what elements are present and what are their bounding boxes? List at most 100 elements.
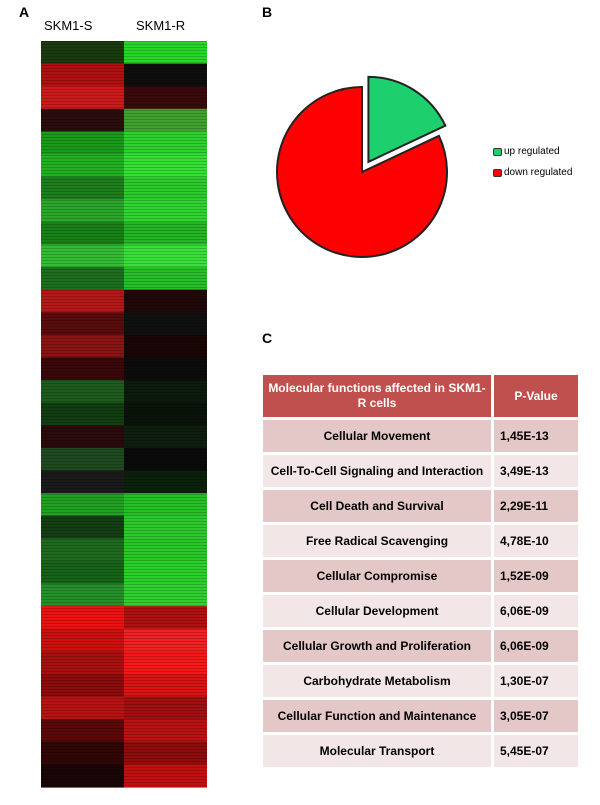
heatmap-texture-line [41,671,207,672]
heatmap-texture-line [41,164,207,165]
heatmap-texture-line [41,782,207,783]
heatmap-texture-line [41,536,207,537]
heatmap-cell [124,267,207,291]
heatmap-texture-line [41,302,207,303]
heatmap-texture-line [41,305,207,306]
heatmap-texture-line [41,653,207,654]
table-row: Cellular Growth and Proliferation 6,06E-0… [263,630,578,662]
heatmap-texture-line [41,257,207,258]
heatmap-texture-line [41,572,207,573]
heatmap-texture-line [41,431,207,432]
heatmap-cell [124,176,207,200]
pvalue-cell: 3,05E-07 [491,700,578,732]
heatmap-cell [124,221,207,246]
heatmap-texture-line [41,599,207,600]
heatmap-texture-line [41,476,207,477]
heatmap-texture-line [41,329,207,330]
heatmap-cell [41,538,124,562]
heatmap-column-label-r: SKM1-R [136,18,186,33]
heatmap-texture-line [41,53,207,54]
heatmap-texture-line [41,437,207,438]
heatmap-texture-line [41,185,207,186]
heatmap-cell [124,719,207,743]
heatmap-texture-line [41,725,207,726]
heatmap-texture-line [41,293,207,294]
heatmap-texture-line [41,140,207,141]
heatmap-cell [41,41,124,65]
heatmap-texture-line [41,359,207,360]
pvalue-cell: 1,52E-09 [491,560,578,592]
heatmap-cell [124,357,207,381]
heatmap-texture-line [41,551,207,552]
heatmap-texture-line [41,785,207,786]
heatmap-texture-line [41,212,207,213]
heatmap-texture-line [41,317,207,318]
heatmap-texture-line [41,278,207,279]
heatmap-texture-line [41,200,207,201]
heatmap-texture-line [41,620,207,621]
heatmap-texture-line [41,467,207,468]
heatmap-texture-line [41,224,207,225]
panel-b-letter: B [262,4,273,20]
heatmap-texture-line [41,218,207,219]
heatmap-column-label-s: SKM1-S [44,18,93,33]
heatmap-texture-line [41,68,207,69]
pie-slice-up-regulated [367,75,447,164]
heatmap-texture-line [41,635,207,636]
heatmap-texture-line [41,500,207,501]
legend-swatch-up [493,147,502,156]
heatmap-cell [124,628,207,652]
heatmap-texture-line [41,107,207,108]
heatmap-cell [124,493,207,517]
heatmap-texture-line [41,590,207,591]
heatmap-texture-line [41,773,207,774]
heatmap-texture-line [41,350,207,351]
heatmap-cell [41,628,124,652]
heatmap-texture-line [41,161,207,162]
heatmap-texture-line [41,593,207,594]
pvalue-cell: 3,49E-13 [491,455,578,487]
heatmap-texture-line [41,170,207,171]
heatmap-texture-line [41,623,207,624]
heatmap-texture-line [41,710,207,711]
heatmap-cell [41,154,124,178]
heatmap-texture-line [41,614,207,615]
pvalue-cell: 2,29E-11 [491,490,578,522]
legend-item-up: up regulated [493,146,560,157]
table-row: Molecular Transport 5,45E-07 [263,735,578,767]
heatmap-texture-line [41,422,207,423]
pvalue-cell: 6,06E-09 [491,595,578,627]
heatmap-texture-line [41,446,207,447]
heatmap-texture-line [41,524,207,525]
table-row: Cellular Compromise 1,52E-09 [263,560,578,592]
heatmap-texture-line [41,578,207,579]
heatmap-texture-line [41,167,207,168]
pvalue-cell: 1,30E-07 [491,665,578,697]
heatmap-texture-line [41,440,207,441]
heatmap-texture-line [41,596,207,597]
heatmap-texture-line [41,767,207,768]
heatmap-cell [124,402,207,426]
heatmap-texture-line [41,272,207,273]
heatmap-texture-line [41,425,207,426]
heatmap-texture-line [41,776,207,777]
pie-slice-down-regulated [276,85,448,258]
heatmap-cell [41,719,124,743]
heatmap-texture-line [41,566,207,567]
heatmap-texture-line [41,314,207,315]
heatmap-texture-line [41,389,207,390]
heatmap-cell [41,86,124,110]
heatmap-texture-line [41,233,207,234]
pvalue-cell: 1,45E-13 [491,420,578,452]
heatmap-cell [124,651,207,675]
heatmap-texture-line [41,344,207,345]
heatmap-cell [41,402,124,426]
heatmap-texture-line [41,263,207,264]
heatmap-texture-line [41,347,207,348]
heatmap-texture-line [41,722,207,723]
heatmap-texture-line [41,659,207,660]
heatmap-cell [124,673,207,698]
heatmap-texture-line [41,704,207,705]
heatmap-texture-line [41,206,207,207]
panel-a-letter: A [19,4,30,20]
